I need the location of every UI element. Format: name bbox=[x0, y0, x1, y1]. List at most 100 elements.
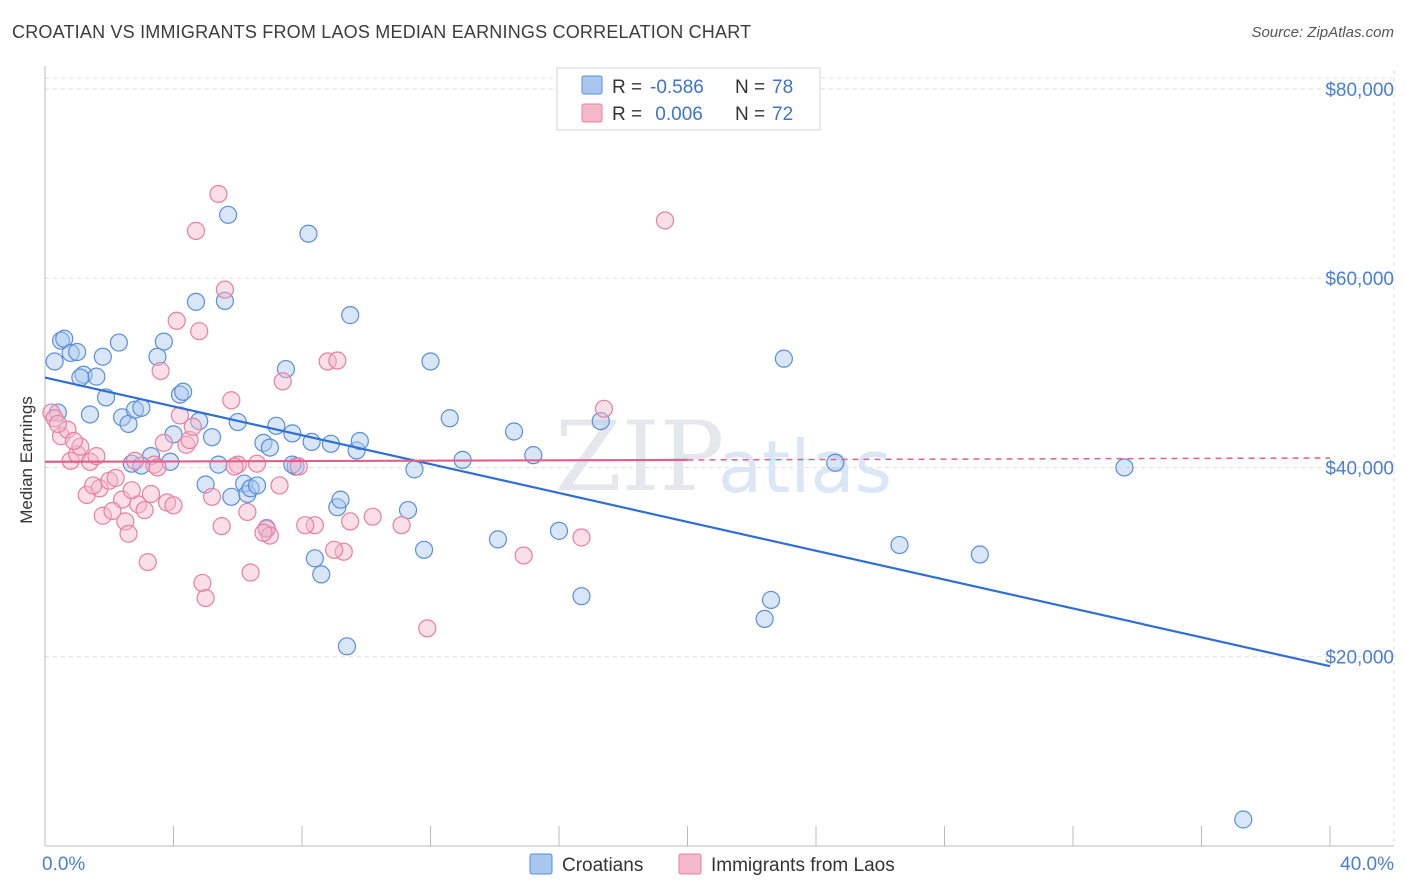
laos-point-35 bbox=[202, 487, 222, 506]
y-tick-labels: $20,000 $40,000 $60,000 $80,000 bbox=[1325, 80, 1394, 669]
laos-point-51 bbox=[328, 351, 347, 370]
croatians-point-23 bbox=[186, 292, 206, 311]
laos-point-16 bbox=[119, 524, 138, 543]
croatians-point-56 bbox=[414, 540, 434, 559]
laos-point-55 bbox=[392, 516, 411, 535]
bottom-legend-label-laos: Immigrants from Laos bbox=[711, 855, 895, 876]
legend-n-label-croatians: N = bbox=[735, 77, 765, 98]
croatians-point-45 bbox=[305, 549, 324, 568]
laos-point-48 bbox=[289, 457, 308, 476]
croatians-point-60 bbox=[488, 530, 508, 549]
croatians-point-66 bbox=[755, 609, 774, 628]
y-axis-label: Median Earnings bbox=[17, 396, 36, 524]
croatians-point-3 bbox=[61, 343, 80, 363]
laos-point-0 bbox=[42, 403, 61, 422]
croatians-point-51 bbox=[341, 306, 360, 325]
laos-point-54 bbox=[363, 507, 382, 526]
croatians-point-72 bbox=[1115, 458, 1134, 477]
laos-point-57 bbox=[514, 546, 533, 565]
laos-point-24 bbox=[154, 433, 173, 452]
croatians-point-69 bbox=[826, 453, 845, 472]
laos-point-56 bbox=[418, 619, 437, 638]
laos-point-58 bbox=[572, 528, 591, 547]
croatians-point-14 bbox=[125, 400, 145, 419]
laos-point-42 bbox=[241, 563, 260, 582]
croatians-point-70 bbox=[890, 535, 909, 555]
croatians-point-71 bbox=[970, 545, 989, 564]
laos-point-65 bbox=[122, 481, 141, 500]
legend-swatch-croatians bbox=[581, 75, 603, 95]
laos-point-23 bbox=[151, 361, 170, 381]
axes bbox=[44, 66, 1394, 847]
laos-point-60 bbox=[655, 211, 675, 230]
laos-point-36 bbox=[209, 184, 228, 204]
laos-point-33 bbox=[193, 573, 212, 593]
laos-point-59 bbox=[594, 399, 614, 418]
y-tick-label-2: $60,000 bbox=[1325, 269, 1394, 290]
y-tick-label-1: $40,000 bbox=[1325, 458, 1394, 479]
croatians-point-6 bbox=[80, 405, 100, 424]
chart-source: Source: ZipAtlas.com bbox=[1251, 24, 1394, 41]
croatians-point-26 bbox=[202, 428, 222, 447]
watermark-zip: ZIP bbox=[555, 401, 724, 513]
legend-n-label-laos: N = bbox=[735, 104, 765, 125]
croatians-point-21 bbox=[170, 385, 190, 404]
croatians-point-18 bbox=[154, 332, 173, 351]
x-tick-label-min: 0.0% bbox=[42, 854, 85, 875]
laos-point-64 bbox=[103, 501, 122, 521]
laos-point-71 bbox=[325, 540, 344, 559]
croatians-point-73 bbox=[1234, 810, 1253, 829]
croatians-point-43 bbox=[299, 224, 318, 243]
croatians-point-22 bbox=[174, 382, 193, 401]
croatians-point-35 bbox=[247, 476, 267, 495]
bottom-legend-label-croatians: Croatians bbox=[562, 855, 643, 876]
series-croatians bbox=[45, 205, 1253, 829]
legend-r-value-laos: 0.006 bbox=[650, 104, 703, 125]
croatians-point-53 bbox=[350, 431, 369, 451]
bottom-legend-swatch-croatians bbox=[529, 853, 553, 875]
legend-r-value-croatians: -0.586 bbox=[650, 77, 704, 98]
x-tick-labels: 0.0% 40.0% bbox=[42, 854, 1394, 875]
laos-point-34 bbox=[196, 588, 215, 608]
laos-point-19 bbox=[135, 500, 154, 520]
croatians-point-27 bbox=[209, 455, 228, 474]
chart-title: CROATIAN VS IMMIGRANTS FROM LAOS MEDIAN … bbox=[12, 22, 752, 42]
legend-n-value-croatians: 78 bbox=[772, 77, 793, 98]
legend-n-value-laos: 72 bbox=[772, 104, 793, 125]
trend-line-croatians bbox=[44, 376, 1331, 668]
laos-point-39 bbox=[222, 391, 241, 410]
series-laos bbox=[42, 184, 675, 638]
trend-lines bbox=[44, 376, 1331, 668]
croatians-point-0 bbox=[45, 352, 64, 371]
legend-swatch-laos bbox=[581, 103, 603, 123]
laos-point-3 bbox=[58, 420, 77, 439]
croatians-point-50 bbox=[337, 637, 357, 656]
trend-line-laos bbox=[44, 458, 688, 463]
laos-point-62 bbox=[64, 431, 84, 451]
croatians-point-68 bbox=[774, 349, 793, 368]
croatians-point-7 bbox=[87, 367, 106, 386]
laos-point-63 bbox=[84, 476, 103, 495]
laos-point-38 bbox=[215, 280, 234, 299]
croatians-point-57 bbox=[421, 352, 440, 371]
legend-r-label-croatians: R = bbox=[612, 77, 642, 98]
legend-r-label-laos: R = bbox=[612, 104, 642, 125]
laos-point-11 bbox=[93, 506, 112, 525]
laos-point-27 bbox=[167, 311, 186, 330]
croatians-point-29 bbox=[219, 205, 238, 224]
laos-point-43 bbox=[247, 454, 267, 473]
laos-point-49 bbox=[305, 516, 324, 535]
stats-legend: R = -0.586 N = 78 R = 0.006 N = 72 bbox=[556, 67, 821, 131]
watermark-atlas: atlas bbox=[718, 425, 892, 509]
croatians-point-61 bbox=[504, 422, 524, 441]
laos-point-66 bbox=[148, 458, 167, 477]
croatians-point-30 bbox=[222, 487, 241, 506]
croatians-point-58 bbox=[440, 409, 459, 428]
croatians-point-55 bbox=[405, 460, 424, 479]
laos-point-37 bbox=[212, 517, 231, 536]
laos-point-46 bbox=[270, 476, 289, 495]
laos-point-31 bbox=[186, 221, 206, 240]
laos-point-32 bbox=[190, 322, 209, 341]
laos-point-1 bbox=[45, 409, 64, 428]
